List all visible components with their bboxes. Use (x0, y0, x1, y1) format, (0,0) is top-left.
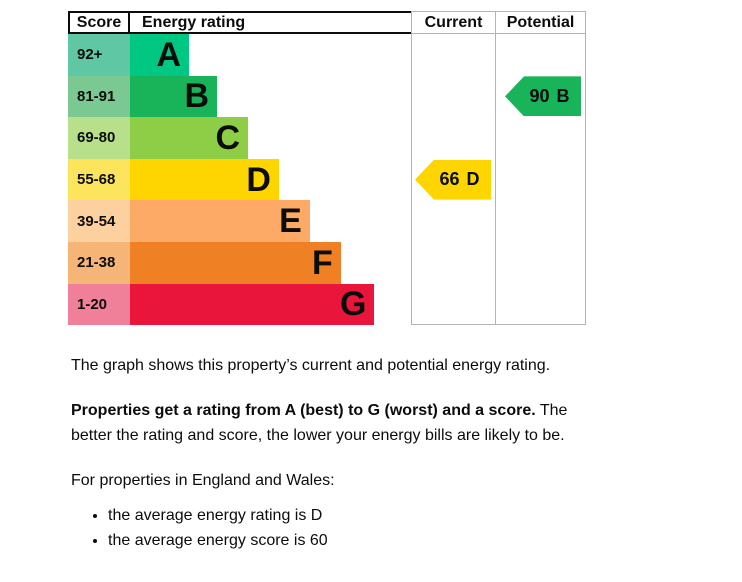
chart-caption: The graph shows this property’s current … (71, 357, 551, 374)
score-range-c: 69-80 (68, 117, 130, 159)
average-score-item: the average energy score is 60 (108, 528, 611, 553)
band-bar-e: E (130, 200, 310, 242)
rating-cell-c: C (130, 117, 411, 159)
band-letter-f: F (311, 243, 333, 282)
current-band: D (466, 169, 480, 190)
column-header-potential: Potential (495, 11, 586, 34)
band-row-e: 39-54 E (68, 200, 588, 242)
current-cell-a (411, 34, 495, 76)
score-range-d: 55-68 (68, 158, 130, 201)
score-range-f: 21-38 (68, 241, 130, 284)
energy-rating-chart: Score Energy rating Current Potential 92… (68, 11, 588, 326)
current-cell-c (411, 117, 495, 159)
score-range-e: 39-54 (68, 200, 130, 242)
rating-cell-b: B (130, 75, 411, 118)
description-text: The graph shows this property’s current … (71, 353, 611, 553)
potential-cell-c (495, 117, 586, 159)
band-letter-d: D (246, 160, 271, 199)
region-note: For properties in England and Wales: (71, 472, 335, 489)
current-cell-g (411, 283, 495, 326)
column-header-score: Score (68, 11, 130, 34)
rating-explanation: Properties get a rating from A (best) to… (71, 398, 611, 448)
rating-explanation-rest: The better the rating and score, the low… (71, 402, 568, 444)
band-letter-e: E (279, 202, 302, 241)
rating-cell-g: G (130, 283, 411, 326)
potential-cell-e (495, 200, 586, 242)
chart-header-row: Score Energy rating Current Potential (68, 11, 588, 34)
score-range-b: 81-91 (68, 75, 130, 118)
average-stats-list: the average energy rating is D the avera… (71, 503, 611, 553)
potential-cell-d (495, 158, 586, 201)
rating-cell-f: F (130, 241, 411, 284)
band-letter-g: G (340, 285, 367, 324)
band-row-g: 1-20 G (68, 283, 588, 326)
band-bar-a: A (130, 34, 189, 76)
potential-cell-g (495, 283, 586, 326)
band-row-c: 69-80 C (68, 117, 588, 159)
column-header-current: Current (411, 11, 495, 34)
rating-cell-a: A (130, 34, 411, 76)
potential-score: 90 (529, 85, 550, 106)
rating-cell-e: E (130, 200, 411, 242)
band-bar-b: B (130, 75, 218, 118)
band-bar-g: G (130, 283, 375, 326)
band-letter-c: C (215, 118, 241, 157)
current-rating-marker: 66 D (415, 159, 491, 200)
score-range-a: 92+ (68, 34, 130, 76)
band-row-a: 92+ A (68, 34, 588, 76)
band-row-f: 21-38 F (68, 241, 588, 284)
score-range-g: 1-20 (68, 283, 130, 326)
current-cell-b (411, 75, 495, 118)
chart-body: 92+ A 81-91 B 90 B 69-80 C 55-68 D 66 D 39-54 E 21-38 F… (68, 34, 588, 326)
potential-rating-marker: 90 B (505, 76, 581, 117)
column-header-energy-rating: Energy rating (130, 11, 411, 34)
band-bar-f: F (130, 241, 341, 284)
potential-cell-a (495, 34, 586, 76)
current-cell-f (411, 241, 495, 284)
band-bar-c: C (130, 117, 249, 159)
rating-cell-d: D (130, 158, 411, 201)
band-row-d: 55-68 D 66 D (68, 158, 588, 201)
band-bar-d: D (130, 158, 279, 201)
current-score: 66 (439, 169, 460, 190)
rating-explanation-bold: Properties get a rating from A (best) to… (71, 402, 536, 419)
average-rating-item: the average energy rating is D (108, 503, 611, 528)
current-cell-e (411, 200, 495, 242)
band-letter-a: A (156, 35, 181, 74)
band-row-b: 81-91 B 90 B (68, 75, 588, 118)
potential-cell-f (495, 241, 586, 284)
potential-cell-b: 90 B (495, 75, 586, 118)
current-cell-d: 66 D (411, 158, 495, 201)
band-letter-b: B (184, 77, 210, 116)
potential-band: B (556, 85, 570, 106)
